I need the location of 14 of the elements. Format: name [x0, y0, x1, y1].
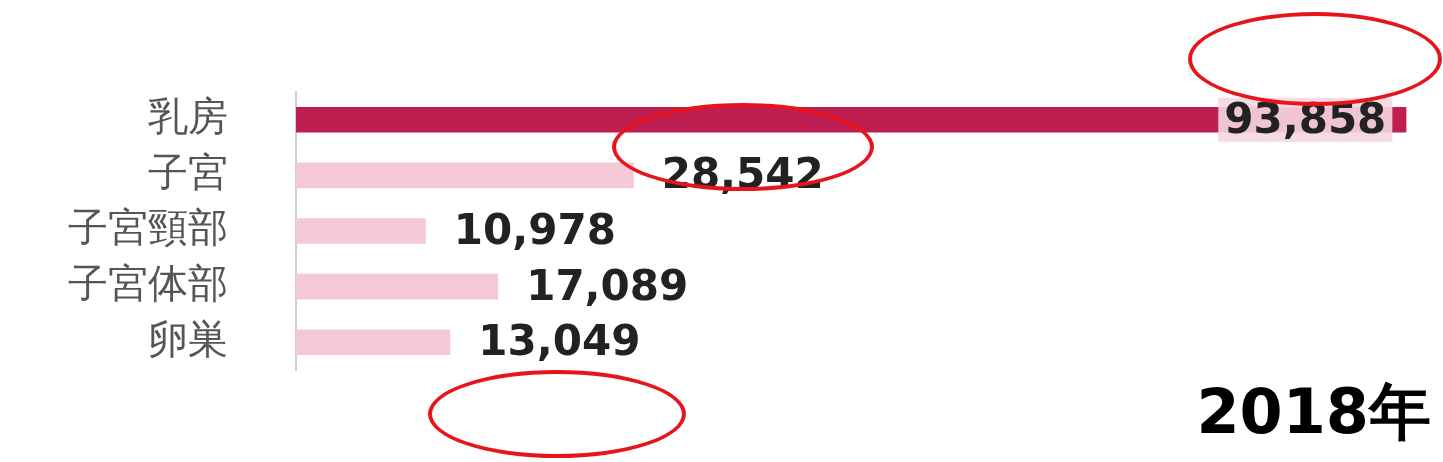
bar: [296, 162, 634, 189]
data-label: 10,978: [453, 204, 616, 254]
y-tick-label: 子宮: [148, 148, 228, 195]
y-tick-label: 子宮体部: [68, 259, 228, 306]
bar: [296, 273, 499, 300]
bar: [296, 218, 426, 244]
y-tick-label: 乳房: [148, 93, 228, 140]
bar: [296, 329, 451, 355]
y-tick-label: 卵巣: [148, 315, 228, 362]
data-label: 17,089: [526, 260, 689, 310]
y-tick-label: 子宮頸部: [68, 204, 228, 251]
data-label: 93,858: [1224, 93, 1387, 143]
data-label: 13,049: [478, 316, 641, 366]
text: 2018年: [1196, 374, 1431, 450]
